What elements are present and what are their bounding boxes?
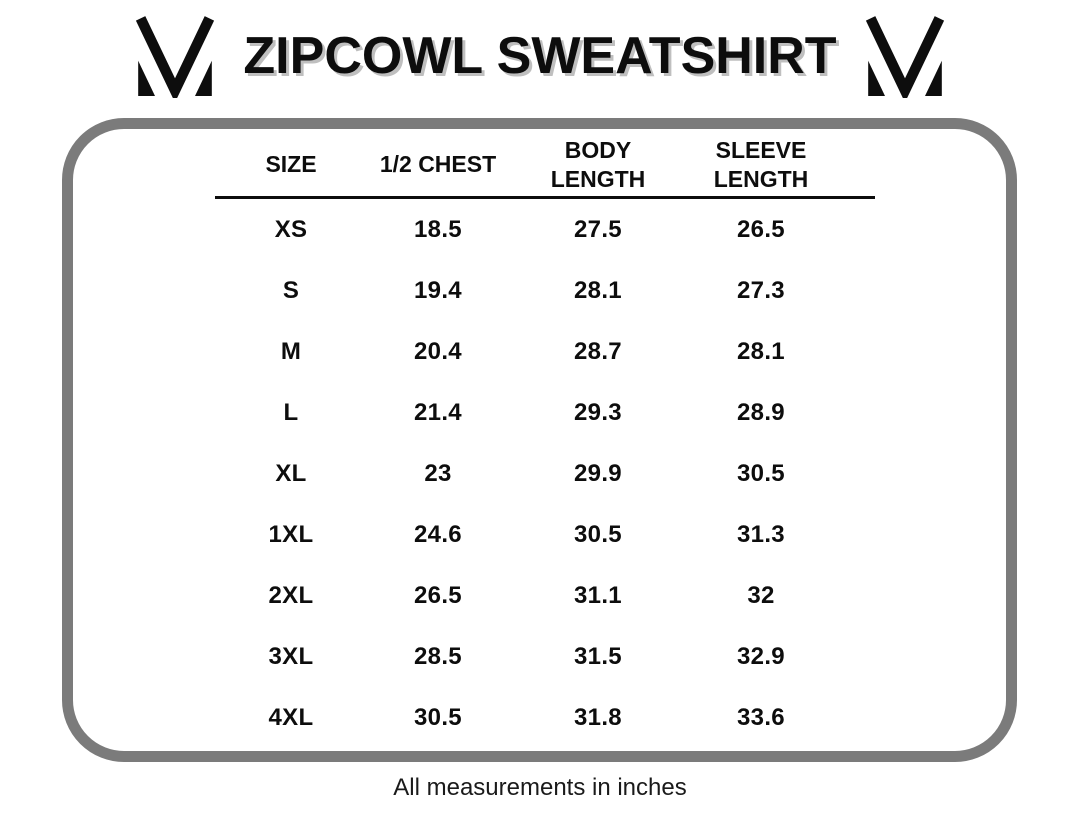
size-cell: 4XL [268, 703, 314, 731]
body-length-cell: 30.5 [574, 520, 622, 548]
body-length-cell: 27.5 [574, 215, 622, 243]
sleeve-length-cell: 27.3 [737, 276, 785, 304]
size-cell: 3XL [268, 642, 314, 670]
body-length-cell: 28.1 [574, 276, 622, 304]
half-chest-cell: 18.5 [414, 215, 462, 243]
sleeve-length-cell: 32.9 [737, 642, 785, 670]
size-chart-panel: SIZE 1/2 CHEST BODY LENGTH SLEEVE LENGTH… [62, 118, 1017, 762]
table-row-1xl: 1XL 24.6 30.5 31.3 [215, 504, 875, 565]
body-length-cell: 31.5 [574, 642, 622, 670]
half-chest-cell: 19.4 [414, 276, 462, 304]
table-row-xl: XL 23 29.9 30.5 [215, 443, 875, 504]
half-chest-cell: 20.4 [414, 337, 462, 365]
sleeve-length-cell: 26.5 [737, 215, 785, 243]
table-row-xs: XS 18.5 27.5 26.5 [215, 199, 875, 260]
size-cell: 2XL [268, 581, 314, 609]
sleeve-length-cell: 33.6 [737, 703, 785, 731]
size-cell: XS [274, 215, 308, 243]
half-chest-cell: 23 [424, 459, 452, 487]
table-row-4xl: 4XL 30.5 31.8 33.6 [215, 687, 875, 748]
sleeve-length-cell: 28.9 [737, 398, 785, 426]
half-chest-cell: 30.5 [414, 703, 462, 731]
table-row-s: S 19.4 28.1 27.3 [215, 260, 875, 321]
body-length-cell: 31.8 [574, 703, 622, 731]
table-row-2xl: 2XL 26.5 31.1 32 [215, 565, 875, 626]
body-length-cell: 29.9 [574, 459, 622, 487]
table-row-m: M 20.4 28.7 28.1 [215, 321, 875, 382]
column-header-half-chest-label: 1/2 CHEST [379, 151, 497, 178]
brand-m-logo-right-icon [865, 14, 945, 98]
table-row-3xl: 3XL 28.5 31.5 32.9 [215, 626, 875, 687]
size-cell: M [280, 337, 302, 365]
sleeve-length-cell: 30.5 [737, 459, 785, 487]
size-cell: L [283, 398, 299, 426]
column-header-body-length-label: BODY LENGTH [550, 136, 646, 192]
brand-m-logo-left-icon [135, 14, 215, 98]
table-header-row: SIZE 1/2 CHEST BODY LENGTH SLEEVE LENGTH [215, 133, 875, 199]
column-header-sleeve-length: SLEEVE LENGTH [687, 133, 875, 196]
sleeve-length-cell: 32 [747, 581, 775, 609]
size-cell: XL [275, 459, 307, 487]
body-length-cell: 31.1 [574, 581, 622, 609]
half-chest-cell: 24.6 [414, 520, 462, 548]
header: ZIPCOWL SWEATSHIRT [0, 0, 1080, 112]
body-length-cell: 29.3 [574, 398, 622, 426]
column-header-half-chest: 1/2 CHEST [367, 133, 509, 196]
column-header-size: SIZE [215, 133, 367, 196]
table-row-l: L 21.4 29.3 28.9 [215, 382, 875, 443]
size-cell: 1XL [268, 520, 314, 548]
column-header-size-label: SIZE [265, 151, 317, 178]
half-chest-cell: 28.5 [414, 642, 462, 670]
column-header-sleeve-length-label: SLEEVE LENGTH [713, 136, 809, 192]
body-length-cell: 28.7 [574, 337, 622, 365]
sleeve-length-cell: 31.3 [737, 520, 785, 548]
units-note: All measurements in inches [393, 774, 687, 801]
half-chest-cell: 26.5 [414, 581, 462, 609]
sleeve-length-cell: 28.1 [737, 337, 785, 365]
column-header-body-length: BODY LENGTH [509, 133, 687, 196]
size-cell: S [282, 276, 300, 304]
page-title: ZIPCOWL SWEATSHIRT [243, 27, 837, 85]
half-chest-cell: 21.4 [414, 398, 462, 426]
size-table: SIZE 1/2 CHEST BODY LENGTH SLEEVE LENGTH… [215, 133, 875, 748]
